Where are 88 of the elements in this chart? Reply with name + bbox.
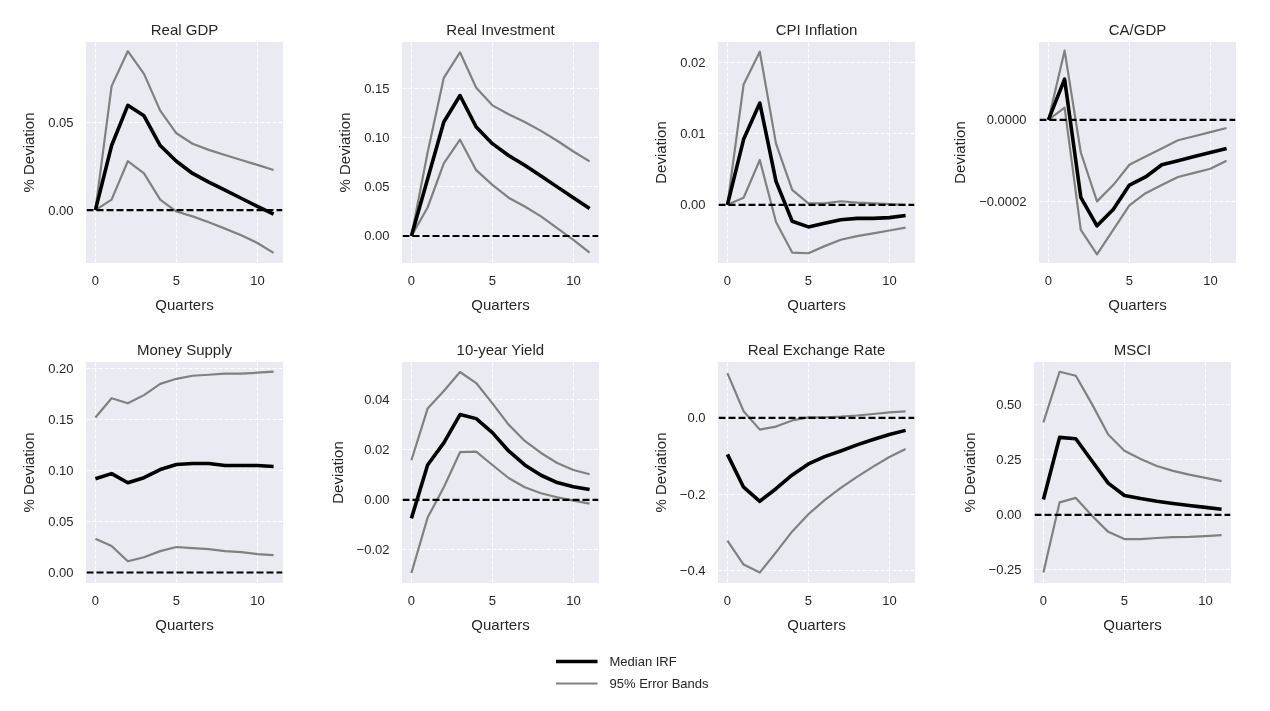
x-axis-title: Quarters <box>471 295 530 313</box>
x-tick-label: 0 <box>91 272 100 288</box>
y-tick-label: 0.00 <box>48 565 74 581</box>
chart-title: Real Investment <box>446 20 556 38</box>
x-tick-label: 0 <box>723 592 732 608</box>
x-tick-label: 5 <box>1120 592 1129 608</box>
x-axis-title: Quarters <box>1108 295 1167 313</box>
x-tick-label: 10 <box>250 272 265 288</box>
y-tick-label: 0.00 <box>48 202 74 218</box>
y-tick-label: −0.02 <box>356 542 390 558</box>
y-axis-title: Deviation <box>951 121 969 184</box>
y-tick-label: −0.25 <box>988 562 1022 578</box>
legend-label: Median IRF <box>609 653 677 669</box>
y-tick-label: 0.20 <box>48 361 74 377</box>
x-tick-label: 0 <box>1044 272 1053 288</box>
y-tick-label: 0.02 <box>364 442 390 458</box>
y-tick-label: −0.2 <box>679 486 706 502</box>
x-tick-label: 5 <box>172 592 181 608</box>
line-series <box>725 428 908 504</box>
y-tick-label: 0.05 <box>364 179 390 195</box>
y-tick-label: 0.10 <box>48 463 74 479</box>
legend-label: 95% Error Bands <box>609 675 709 691</box>
x-axis-title: Quarters <box>155 295 214 313</box>
y-axis-title: Deviation <box>328 441 346 504</box>
x-axis-title: Quarters <box>787 615 846 633</box>
x-tick-label: 5 <box>804 592 813 608</box>
y-tick-label: −0.4 <box>679 562 706 578</box>
x-tick-label: 10 <box>250 592 265 608</box>
y-tick-label: 0.05 <box>48 514 74 530</box>
line-series <box>410 450 591 575</box>
x-tick-label: 0 <box>407 592 416 608</box>
y-tick-label: 0.0 <box>687 410 706 426</box>
y-tick-label: 0.00 <box>996 507 1022 523</box>
x-tick-label: 0 <box>91 592 100 608</box>
y-tick-label: 0.01 <box>680 126 706 142</box>
chart-title: Real Exchange Rate <box>747 340 886 358</box>
line-series <box>93 461 276 485</box>
y-axis-title: % Deviation <box>651 432 669 513</box>
line-series <box>726 447 907 574</box>
chart-title: Money Supply <box>136 340 233 358</box>
chart-title: CA/GDP <box>1108 20 1167 38</box>
x-axis-title: Quarters <box>787 295 846 313</box>
x-tick-label: 10 <box>566 592 581 608</box>
x-tick-label: 5 <box>488 592 497 608</box>
y-tick-label: 0.00 <box>364 492 390 508</box>
line-series <box>1042 370 1223 483</box>
y-axis-title: Deviation <box>652 121 670 184</box>
chart-title: 10-year Yield <box>456 340 545 358</box>
line-series <box>726 372 907 431</box>
y-tick-label: 0.02 <box>680 54 706 70</box>
chart-title: CPI Inflation <box>775 20 858 38</box>
x-tick-label: 0 <box>723 272 732 288</box>
y-tick-label: 0.00 <box>680 197 706 213</box>
x-tick-label: 5 <box>1125 272 1134 288</box>
x-tick-label: 0 <box>1039 592 1048 608</box>
y-axis-title: % Deviation <box>336 112 354 193</box>
y-tick-label: 0.10 <box>364 130 390 146</box>
y-axis-title: % Deviation <box>20 112 38 193</box>
x-tick-label: 10 <box>566 272 581 288</box>
x-axis-title: Quarters <box>471 615 530 633</box>
y-tick-label: −0.0002 <box>979 193 1027 209</box>
x-tick-label: 5 <box>804 272 813 288</box>
chart-title: Real GDP <box>150 20 219 38</box>
y-tick-label: 0.15 <box>364 81 390 97</box>
y-tick-label: 0.50 <box>996 397 1022 413</box>
x-tick-label: 10 <box>882 272 897 288</box>
x-tick-label: 0 <box>407 272 416 288</box>
x-tick-label: 5 <box>172 272 181 288</box>
y-tick-label: 0.0000 <box>986 112 1027 128</box>
line-series <box>94 537 275 563</box>
y-tick-label: 0.25 <box>996 452 1022 468</box>
y-tick-label: 0.15 <box>48 412 74 428</box>
x-tick-label: 5 <box>488 272 497 288</box>
y-axis-title: % Deviation <box>960 432 978 513</box>
y-tick-label: 0.05 <box>48 115 74 131</box>
line-series <box>94 370 275 419</box>
x-tick-label: 10 <box>882 592 897 608</box>
y-tick-label: 0.00 <box>364 228 390 244</box>
y-axis-title: % Deviation <box>20 432 38 513</box>
line-series <box>1041 435 1224 511</box>
y-tick-label: 0.04 <box>364 392 390 408</box>
x-axis-title: Quarters <box>1103 615 1162 633</box>
line-series <box>410 370 591 476</box>
x-tick-label: 10 <box>1198 592 1213 608</box>
x-tick-label: 10 <box>1203 272 1218 288</box>
chart-title: MSCI <box>1113 340 1152 358</box>
x-axis-title: Quarters <box>155 615 214 633</box>
line-series <box>1042 496 1223 574</box>
